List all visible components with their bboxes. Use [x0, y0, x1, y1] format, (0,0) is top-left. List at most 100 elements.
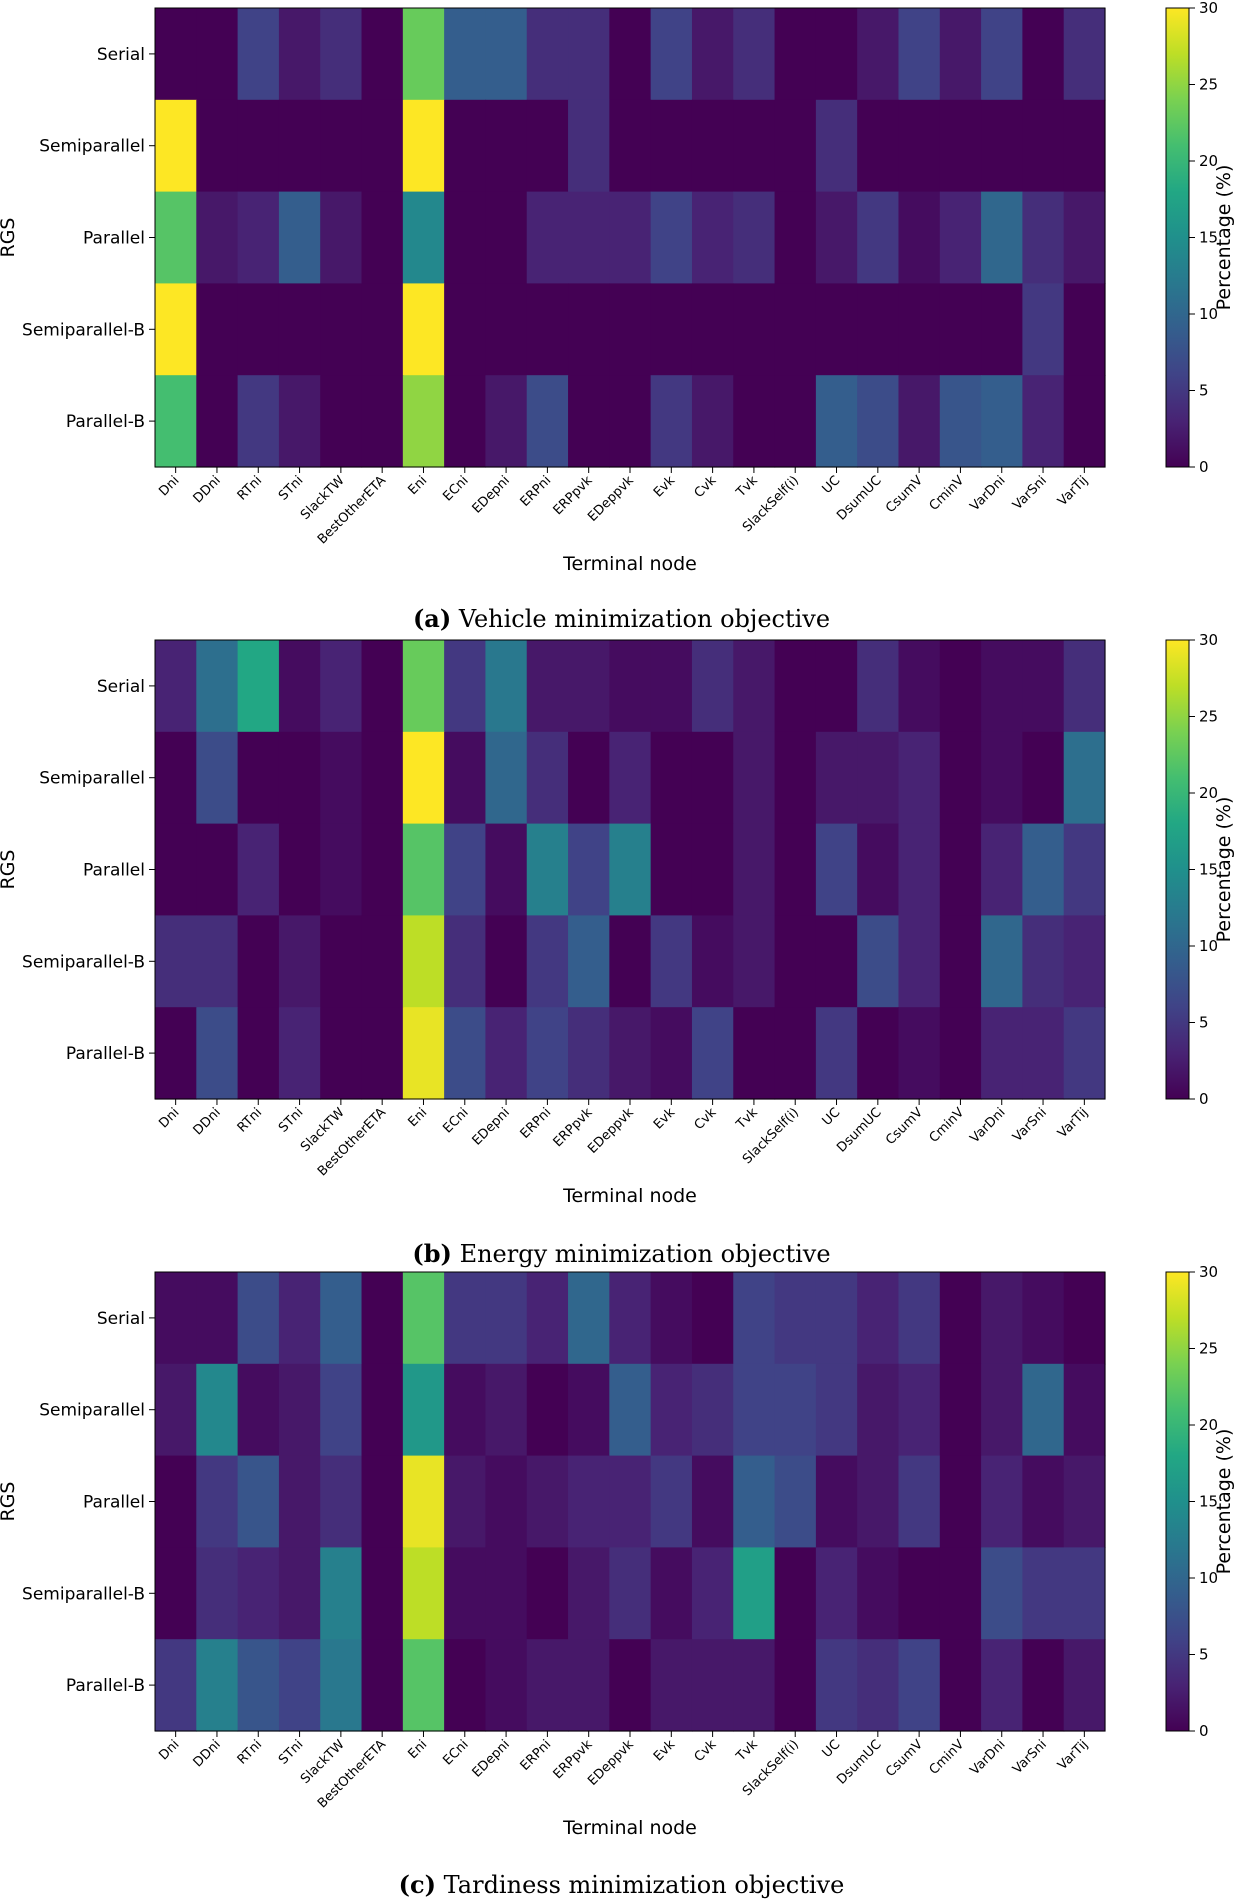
heatmap-cell: [1022, 731, 1065, 825]
colorbar-label: Percentage (%): [1213, 797, 1235, 943]
x-tick-label: UC: [820, 473, 844, 497]
colorbar-tick-label: 5: [1199, 1646, 1209, 1664]
heatmap-cell: [774, 375, 817, 468]
colorbar-tick-label: 20: [1199, 1416, 1218, 1434]
heatmap-cell: [857, 375, 900, 468]
heatmap-cell: [402, 283, 445, 376]
heatmap-cell: [278, 375, 321, 468]
colorbar-tick-label: 15: [1199, 861, 1218, 879]
heatmap-cell: [650, 823, 693, 916]
heatmap-panel-a: Serial Semiparallel Parallel Semiparallel-B…: [0, 0, 1243, 632]
heatmap-cell: [857, 1455, 900, 1548]
heatmap-cell: [278, 731, 321, 825]
heatmap-cell: [568, 731, 610, 825]
x-tick-label: ECni: [440, 1105, 471, 1136]
heatmap-cell: [774, 191, 817, 284]
caption-a: (a) Vehicle minimization objective: [0, 604, 1243, 633]
heatmap-cell: [609, 1639, 652, 1732]
heatmap-cell: [155, 1547, 197, 1640]
heatmap-cell: [444, 1639, 487, 1732]
heatmap-cell: [898, 640, 941, 733]
x-tick-label: Cvk: [692, 1105, 720, 1133]
heatmap-cell: [815, 1007, 858, 1100]
heatmap-cell: [981, 191, 1023, 284]
x-tick-label: CminV: [927, 473, 968, 514]
heatmap-cell: [981, 915, 1023, 1008]
heatmap-cell: [361, 640, 404, 733]
heatmap-cell: [774, 1272, 817, 1365]
heatmap-cell: [981, 823, 1023, 916]
heatmap-cell: [1022, 1363, 1065, 1457]
heatmap-cell: [568, 99, 610, 193]
heatmap-cell: [320, 731, 363, 825]
heatmap-cell: [361, 99, 404, 193]
heatmap-cell: [1022, 1272, 1065, 1365]
heatmap-cell: [898, 731, 941, 825]
colorbar-tick-label: 5: [1199, 1014, 1209, 1032]
y-tick-label: Parallel: [83, 861, 145, 881]
heatmap-cell: [691, 1272, 734, 1365]
heatmap-cell: [733, 1455, 776, 1548]
heatmap-cell: [939, 640, 982, 733]
heatmap-cell: [196, 1455, 239, 1548]
x-tick-label: CsumV: [883, 1737, 926, 1780]
x-tick-label: EDepni: [470, 1105, 513, 1148]
heatmap-panel-b: Serial Semiparallel Parallel Semiparallel-B…: [0, 632, 1243, 1264]
heatmap-cell: [196, 99, 239, 193]
x-tick-label: VarTij: [1055, 1105, 1091, 1141]
x-tick-label: CsumV: [883, 473, 926, 516]
heatmap-cell: [691, 1639, 734, 1732]
heatmap-cell: [361, 1639, 404, 1732]
heatmap-cell: [402, 1455, 445, 1548]
x-tick-label: DDni: [191, 1105, 224, 1138]
heatmap-cell: [278, 1272, 321, 1365]
heatmap-cell: [402, 915, 445, 1008]
heatmap-cell: [898, 191, 941, 284]
heatmap-cell: [196, 1547, 239, 1640]
heatmap-cell: [361, 1363, 404, 1457]
heatmap-cell: [857, 915, 900, 1008]
heatmap-cell: [733, 823, 776, 916]
heatmap-cell: [774, 1639, 817, 1732]
heatmap-cell: [568, 915, 610, 1008]
heatmap-cell: [361, 731, 404, 825]
heatmap-cell: [1063, 823, 1106, 916]
heatmap-cell: [939, 375, 982, 468]
x-tick-label: DsumUC: [834, 473, 884, 523]
x-tick-label: Tvk: [733, 1737, 761, 1765]
heatmap-cell: [1063, 99, 1106, 193]
heatmap-cell: [526, 375, 569, 468]
caption-letter-c: (c): [398, 1870, 436, 1899]
heatmap-cell: [939, 731, 982, 825]
heatmap-cell: [691, 99, 734, 193]
heatmap-cell: [650, 99, 693, 193]
heatmap-cell: [981, 1272, 1023, 1365]
heatmap-cell: [526, 640, 569, 733]
x-tick-label: Dni: [156, 1105, 182, 1131]
x-tick-label: VarTij: [1055, 473, 1091, 509]
heatmap-cell: [857, 1639, 900, 1732]
x-tick-label: Evk: [651, 473, 679, 501]
heatmap-cell: [1022, 191, 1065, 284]
heatmap-cell: [568, 191, 610, 284]
heatmap-cell: [237, 731, 280, 825]
heatmap-cell: [402, 731, 445, 825]
heatmap-cell: [691, 1455, 734, 1548]
heatmap-cell: [815, 1455, 858, 1548]
x-tick-label: ERPni: [518, 473, 555, 510]
heatmap-cell: [237, 1639, 280, 1732]
y-tick-label: Semiparallel-B: [22, 320, 145, 340]
heatmap-cell: [402, 1363, 445, 1457]
y-tick-label: Serial: [97, 1309, 145, 1329]
heatmap-cell: [733, 915, 776, 1008]
colorbar-tick-label: 20: [1199, 152, 1218, 170]
heatmap-svg-a: Serial Semiparallel Parallel Semiparallel-B…: [0, 0, 1235, 575]
heatmap-cell: [857, 1547, 900, 1640]
heatmap-cell: [733, 731, 776, 825]
heatmap-cell: [857, 640, 900, 733]
heatmap-cell: [444, 1363, 487, 1457]
heatmap-cell: [609, 1547, 652, 1640]
heatmap-cell: [815, 1639, 858, 1732]
heatmap-cell: [526, 99, 569, 193]
heatmap-cell: [237, 1455, 280, 1548]
